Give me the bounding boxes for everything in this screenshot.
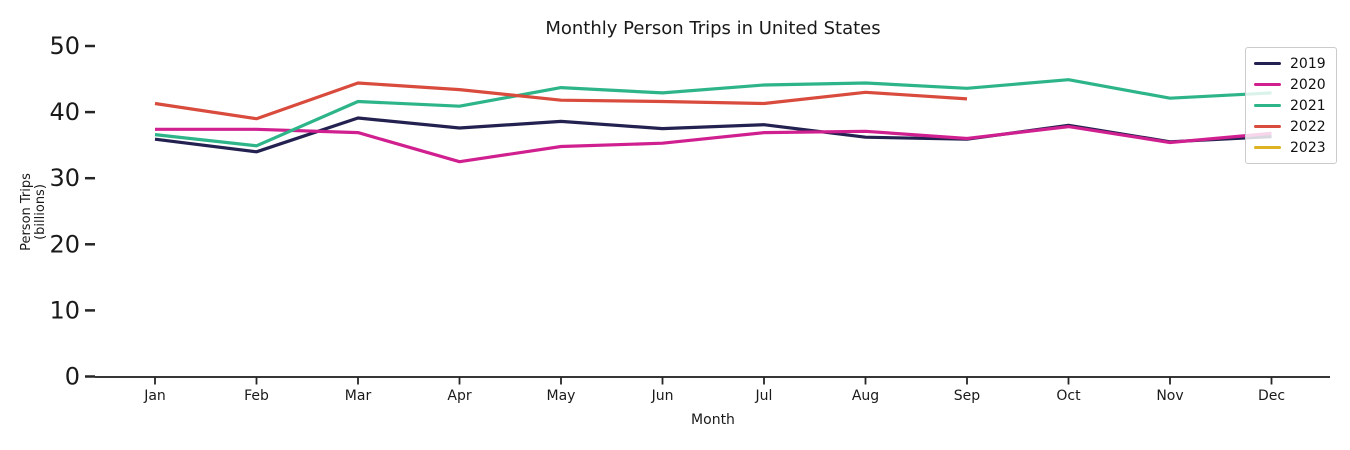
legend-swatch-2020 [1254,82,1281,87]
legend-item-2019: 2019 [1254,53,1326,74]
y-tick-label: 50 [49,32,80,60]
x-tick-label: May [547,388,576,404]
x-tick-label: Nov [1156,388,1183,404]
x-tick-label: Jul [755,388,773,404]
y-tick-label: 10 [49,296,80,324]
y-tick-label: 0 [65,363,80,391]
x-tick-label: Sep [954,388,981,404]
y-axis-label-line1: Person Trips [19,173,34,251]
x-tick-label: Jun [651,388,674,404]
legend: 2019 2020 2021 2022 2023 [1245,47,1337,164]
axes-layer: 0 10 20 30 40 50 Jan Feb Mar Apr May Jun Jul Aug Sep Oc… [49,32,1330,404]
legend-item-label: 2023 [1290,139,1326,156]
series-line-2021 [154,78,1272,148]
x-tick-label: Feb [244,388,269,404]
series-line-2022 [154,81,968,121]
legend-item-label: 2022 [1290,118,1326,135]
legend-item-label: 2020 [1290,76,1326,93]
legend-item-2021: 2021 [1254,95,1326,116]
legend-swatch-2023 [1254,145,1281,150]
x-tick-label: Jan [143,388,166,404]
x-tick-label: Apr [447,388,471,404]
legend-item-2023: 2023 [1254,137,1326,158]
legend-swatch-2019 [1254,61,1281,66]
legend-item-2022: 2022 [1254,116,1326,137]
x-axis-label: Month [691,412,735,428]
series-line-2020 [155,124,1272,164]
legend-item-label: 2019 [1290,55,1326,72]
y-tick-label: 20 [49,230,80,258]
series-line-2019 [154,116,1272,154]
legend-swatch-2021 [1254,103,1281,108]
y-tick-label: 30 [49,164,80,192]
y-axis-label-line2: (billions) [33,184,48,240]
x-tick-label: Oct [1056,388,1081,404]
y-tick-label: 40 [49,98,80,126]
series-layer [154,78,1272,164]
x-tick-label: Aug [852,388,879,404]
legend-item-label: 2021 [1290,97,1326,114]
legend-swatch-2022 [1254,124,1281,129]
x-tick-label: Dec [1258,388,1285,404]
x-tick-label: Mar [345,388,372,404]
chart-title: Monthly Person Trips in United States [545,18,880,39]
legend-item-2020: 2020 [1254,74,1326,95]
